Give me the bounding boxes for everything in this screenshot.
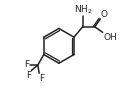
Text: F: F <box>26 71 31 80</box>
Text: NH$_2$: NH$_2$ <box>74 3 92 16</box>
Text: OH: OH <box>103 33 117 42</box>
Text: F: F <box>39 74 44 83</box>
Text: F: F <box>24 60 29 69</box>
Text: O: O <box>101 10 108 19</box>
